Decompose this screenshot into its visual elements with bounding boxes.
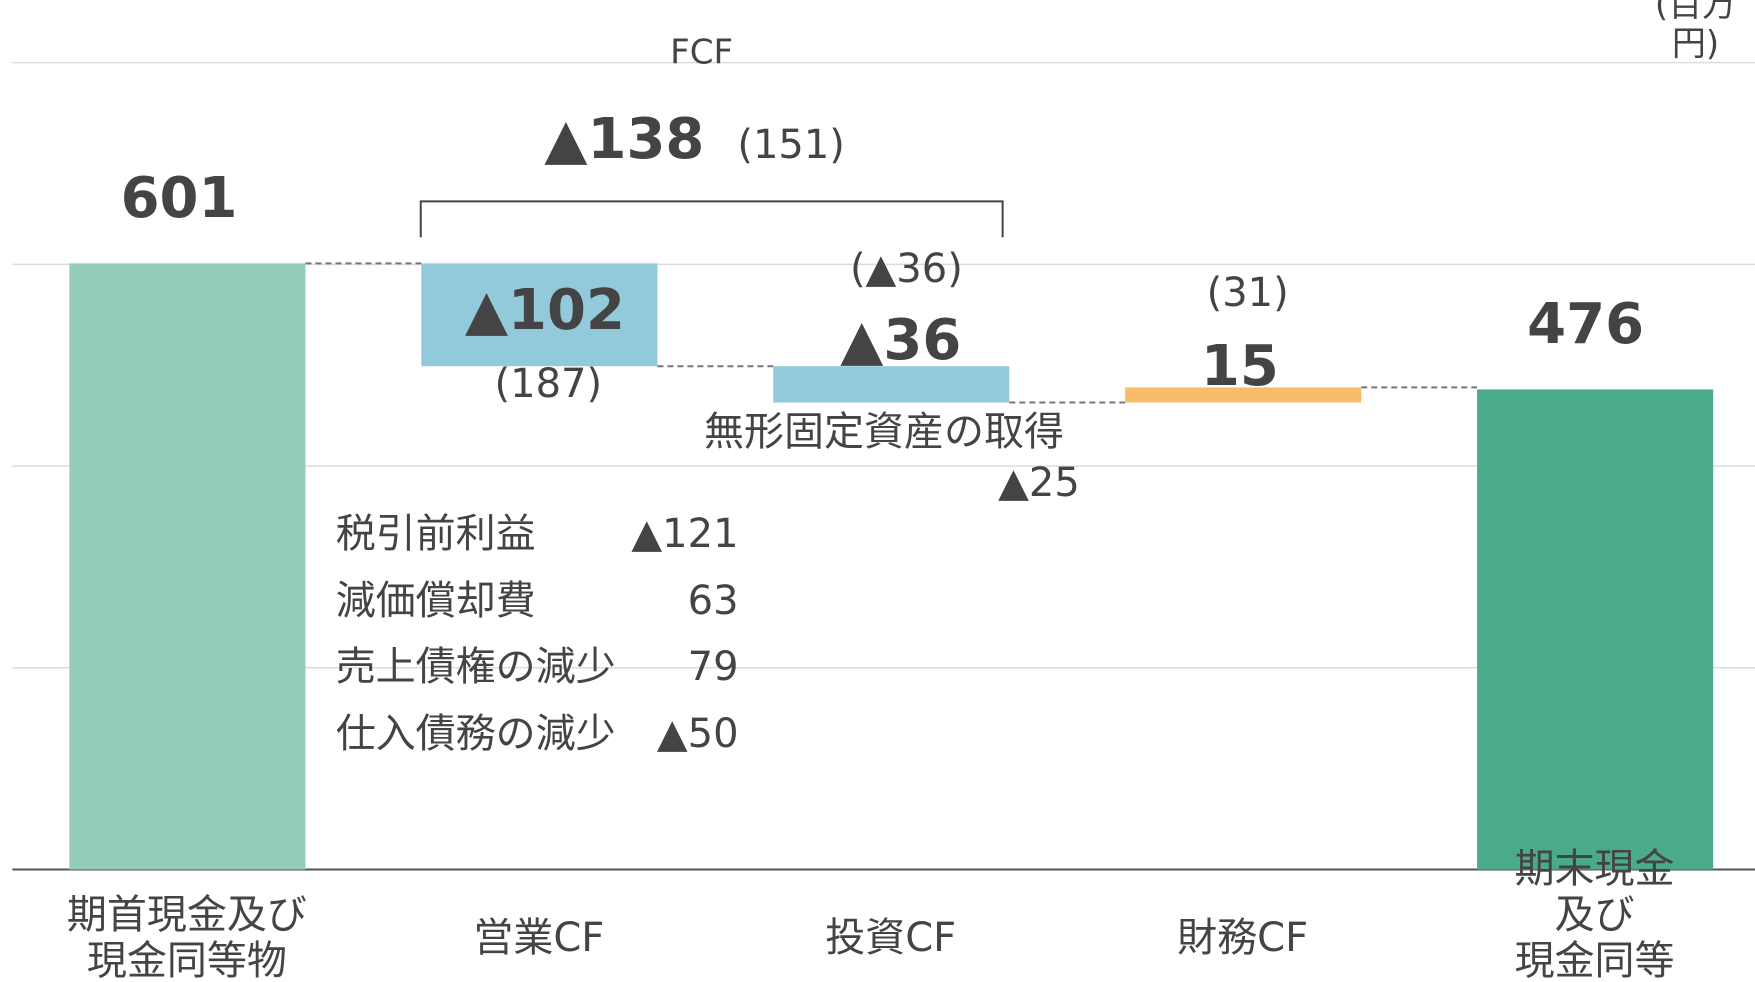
prior-label: (31) — [1206, 270, 1289, 317]
x-tick-label: 財務CF — [1177, 914, 1309, 961]
breakdown-value: 79 — [687, 644, 739, 691]
bar — [69, 263, 306, 870]
bar — [1125, 387, 1362, 403]
breakdown-value: 63 — [687, 577, 739, 624]
value-label: 15 — [1200, 333, 1279, 399]
bar — [773, 366, 1010, 403]
fcf-value: ▲138 — [544, 106, 705, 172]
breakdown-name: 減価償却費 — [335, 577, 536, 624]
bar — [421, 263, 658, 367]
breakdown-value: ▲50 — [656, 711, 739, 758]
intangible-name: 無形固定資産の取得 — [704, 408, 1064, 455]
x-tick-label: 営業CF — [473, 914, 605, 961]
breakdown-value: ▲121 — [631, 510, 739, 557]
prior-label: (▲36) — [849, 245, 963, 292]
value-label: 601 — [120, 165, 238, 231]
intangible-value: ▲25 — [998, 460, 1080, 507]
breakdown-name: 売上債権の減少 — [335, 644, 616, 691]
fcf-label: FCF — [670, 32, 734, 73]
x-tick-label: 期末現金及び 現金同等物 — [1514, 845, 1675, 982]
x-tick-label: 期首現金及び 現金同等物 — [66, 891, 307, 982]
bar — [1477, 389, 1714, 870]
x-tick-label: 投資CF — [825, 914, 957, 961]
value-label: ▲36 — [840, 308, 962, 374]
breakdown-name: 仕入債務の減少 — [335, 711, 616, 758]
unit-label: (百万円) — [1654, 0, 1737, 64]
value-label: ▲102 — [464, 277, 625, 343]
value-label: 476 — [1527, 291, 1645, 357]
fcf-bracket — [419, 200, 1004, 238]
prior-label: (187) — [494, 360, 603, 407]
breakdown-name: 税引前利益 — [335, 510, 536, 557]
fcf-prior: (151) — [737, 122, 845, 169]
